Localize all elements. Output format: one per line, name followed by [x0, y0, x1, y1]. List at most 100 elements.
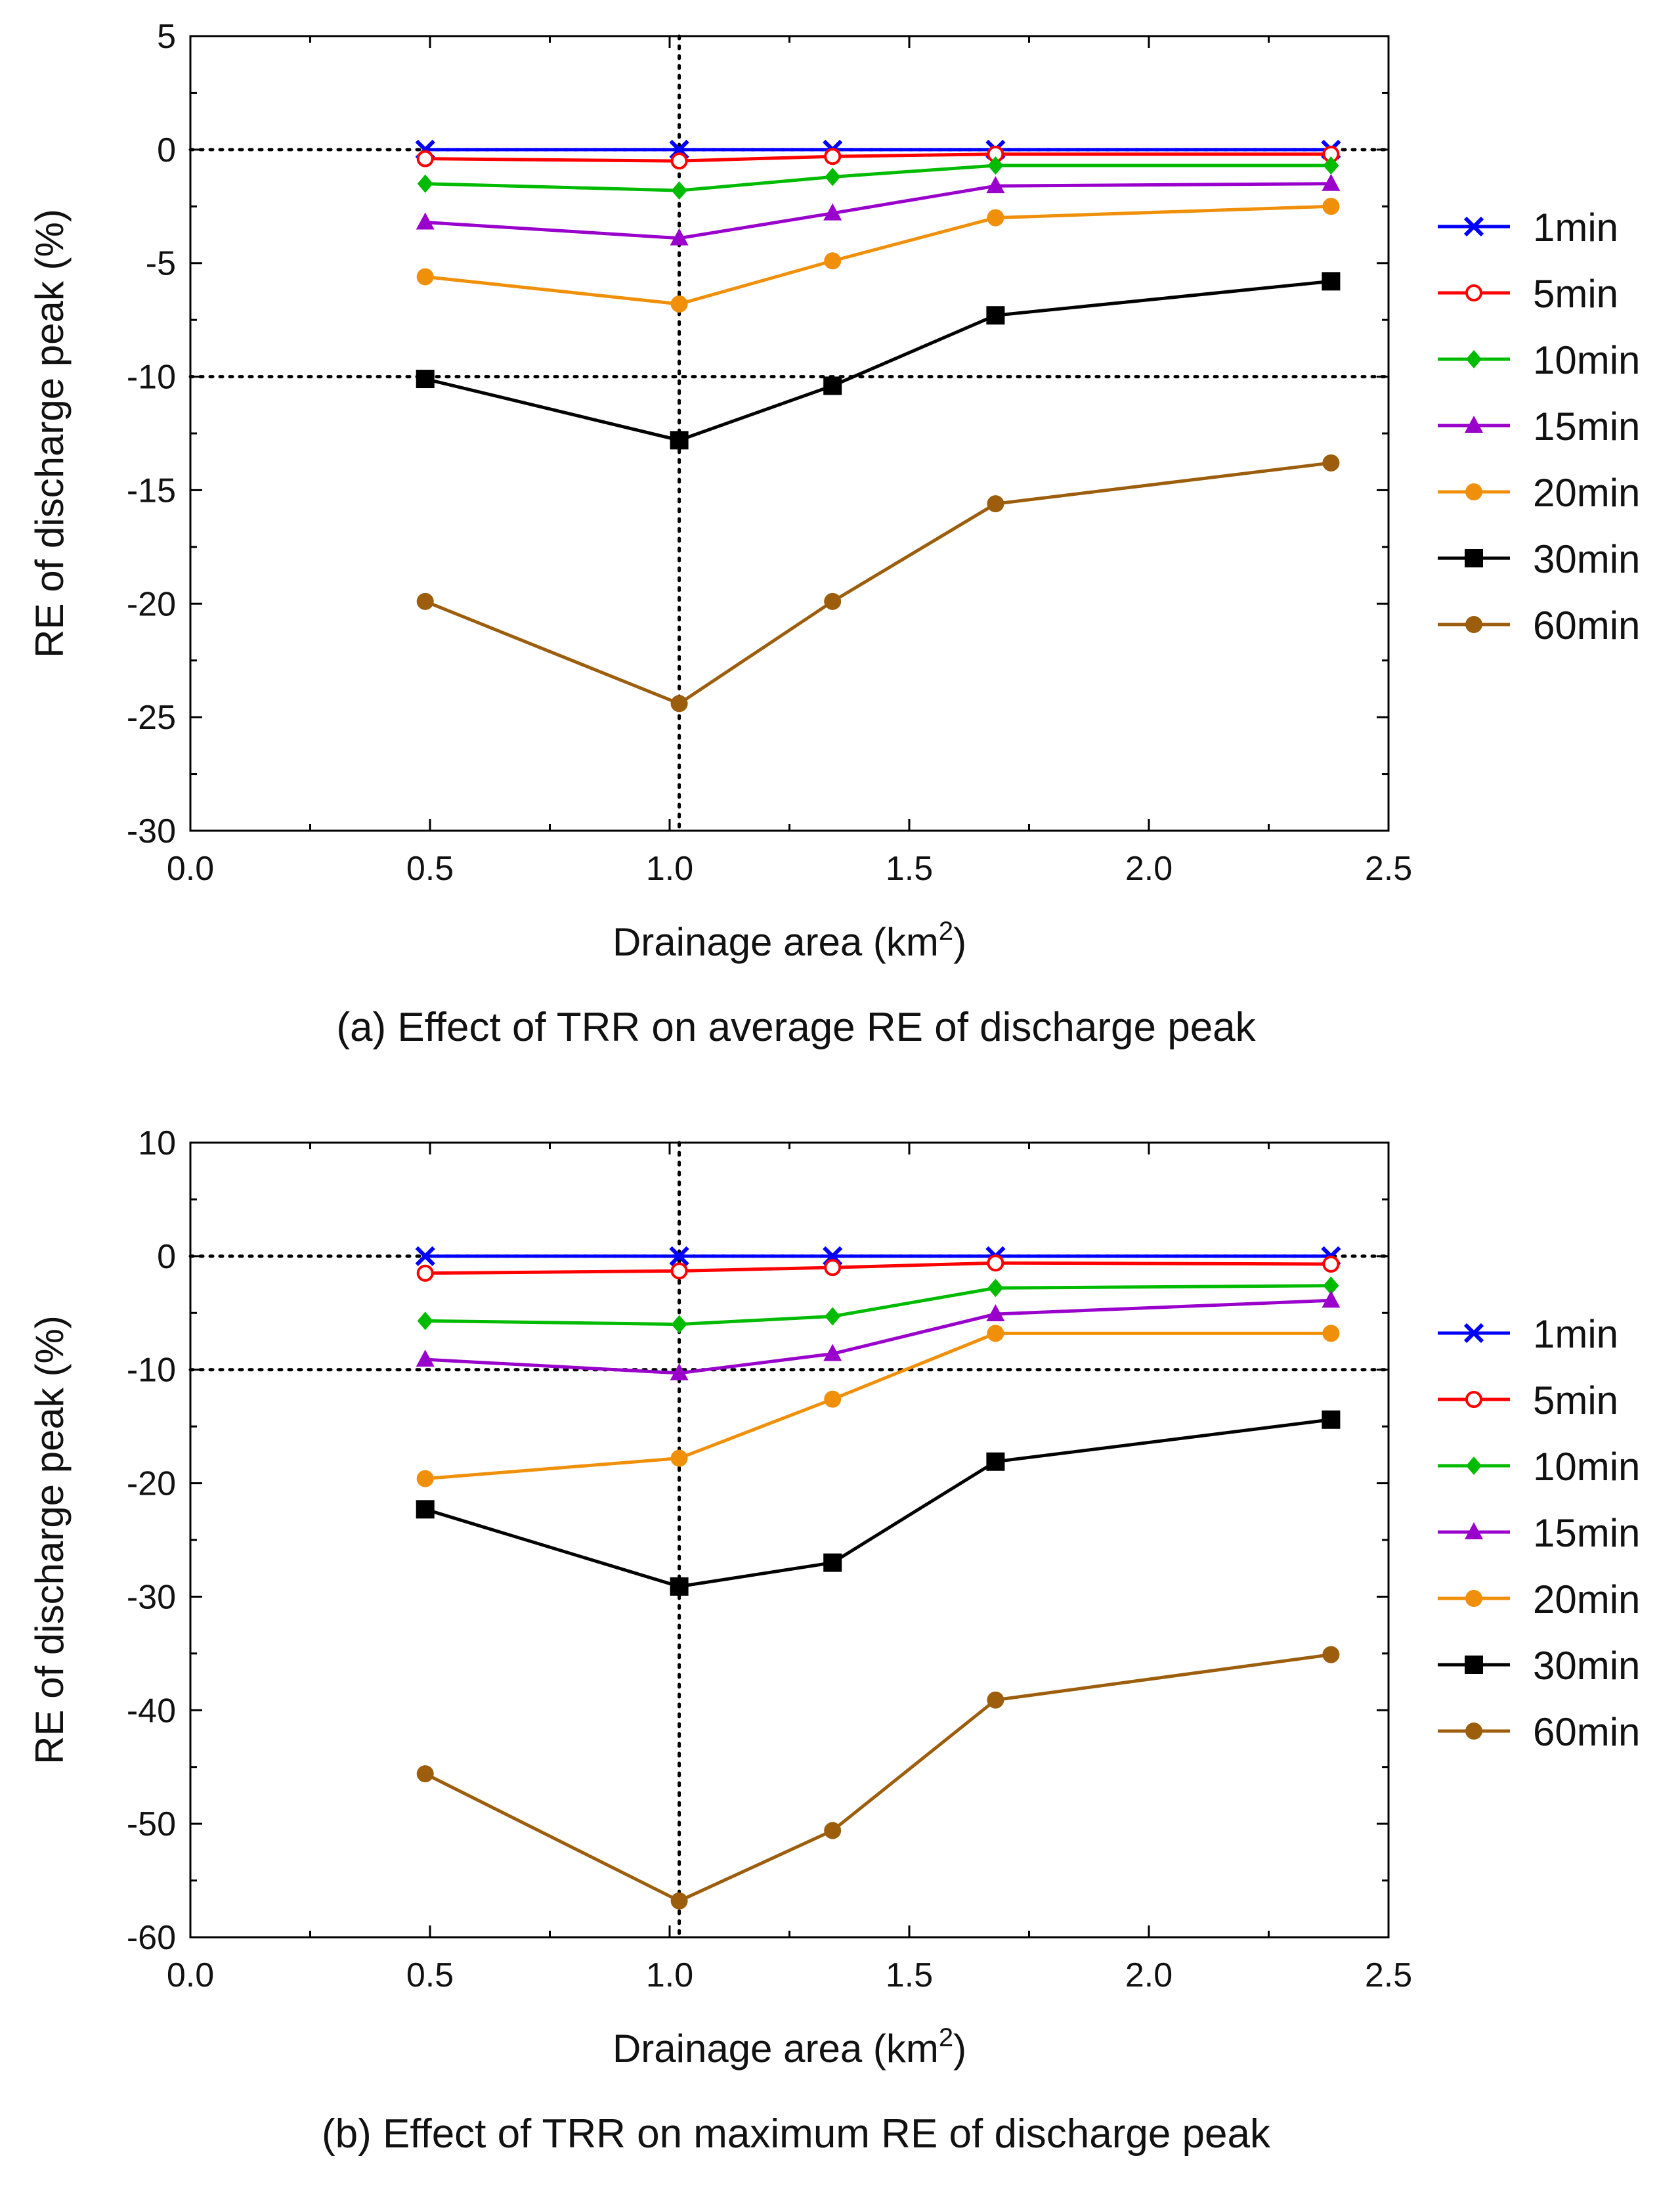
y-tick-label: -10	[127, 359, 176, 397]
legend-marker	[1465, 1656, 1483, 1674]
series-60min	[416, 454, 1340, 713]
data-point	[1322, 1410, 1341, 1429]
x-axis-label-main: Drainage area (km	[613, 920, 939, 964]
y-tick-label: 10	[138, 1124, 176, 1162]
data-point	[1322, 198, 1340, 215]
series-line	[424, 1418, 1331, 1589]
series-30min	[416, 1410, 1341, 1596]
legend-label: 60min	[1533, 604, 1640, 648]
legend-marker	[1465, 616, 1482, 633]
data-point	[824, 1259, 842, 1277]
legend-marker	[1465, 416, 1483, 433]
data-point	[670, 228, 689, 246]
legend-marker	[1463, 1323, 1484, 1344]
data-point	[670, 295, 688, 313]
data-point	[1323, 1276, 1339, 1295]
data-point	[670, 152, 688, 170]
data-point	[986, 1304, 1005, 1322]
data-point	[416, 150, 434, 167]
legend-item-15min: 15min	[1438, 405, 1640, 449]
data-point	[987, 1279, 1004, 1298]
legend-item-1min: 1min	[1438, 206, 1618, 250]
x-tick-label: 0.0	[167, 1956, 214, 1994]
data-point	[416, 1765, 434, 1783]
legend-marker	[1465, 1391, 1482, 1408]
data-point	[416, 592, 434, 610]
x-tick-label: 0.0	[167, 850, 214, 888]
data-point	[823, 1553, 842, 1572]
legend-marker	[1463, 216, 1484, 237]
legend: 1min 5min 10min 15min 20min 30min 60min	[1438, 1312, 1640, 1754]
data-point	[670, 1363, 689, 1380]
x-axis-label-main: Drainage area (km	[613, 2027, 939, 2071]
x-tick-label: 1.5	[886, 850, 933, 888]
x-tick-label: 2.0	[1125, 850, 1173, 888]
data-point	[416, 212, 435, 230]
x-tick-label: 0.5	[406, 1956, 454, 1994]
y-tick-label: 0	[157, 1238, 176, 1276]
legend-marker	[1465, 1522, 1483, 1539]
legend-item-5min: 5min	[1438, 272, 1618, 316]
data-point	[1322, 272, 1341, 291]
series-line	[425, 279, 1331, 442]
y-tick-label: -20	[127, 1465, 176, 1503]
y-tick-label: -15	[127, 472, 176, 510]
data-point	[823, 376, 842, 395]
plot-frame	[189, 1141, 1390, 1939]
y-tick-label: -25	[127, 699, 176, 737]
data-point	[824, 1822, 842, 1839]
series-20min	[416, 198, 1340, 313]
y-tick-label: -30	[127, 812, 176, 850]
y-tick-label: -5	[146, 245, 176, 283]
legend-label: 30min	[1533, 537, 1640, 581]
legend-item-5min: 5min	[1438, 1378, 1618, 1422]
legend-label: 1min	[1533, 1312, 1618, 1356]
data-point	[823, 203, 842, 221]
data-point	[987, 156, 1004, 175]
data-point	[670, 1449, 688, 1467]
legend-label: 10min	[1533, 1445, 1640, 1489]
legend-label: 15min	[1533, 1511, 1640, 1555]
chart-panel-b: 0.0 0.5 1.0 1.5 2.0 2.5 -60 -50 -40 -30 -20 -10 0 10 D…	[28, 1124, 1641, 2157]
data-point	[824, 592, 842, 610]
data-point	[671, 1315, 687, 1334]
series-60min	[416, 1646, 1340, 1910]
y-tick-label: -50	[127, 1805, 176, 1843]
data-point	[416, 1500, 435, 1519]
data-point	[824, 252, 842, 270]
data-point	[987, 495, 1004, 513]
legend-item-20min: 20min	[1438, 1577, 1640, 1621]
y-tick-label: -30	[127, 1578, 176, 1616]
data-point	[416, 268, 434, 286]
x-tick-label: 2.0	[1125, 1956, 1173, 1994]
legend-label: 20min	[1533, 471, 1640, 515]
legend-item-10min: 10min	[1438, 338, 1640, 382]
data-point	[1323, 156, 1339, 175]
x-axis-label-superscript: 2	[939, 2023, 953, 2052]
data-point	[825, 167, 841, 187]
chart-panel-a: 0.0 0.5 1.0 1.5 2.0 2.5 -30 -25 -20 -15 -10 -5 0 5 Dra…	[28, 18, 1641, 1050]
legend-label: 5min	[1533, 1378, 1618, 1422]
legend-item-20min: 20min	[1438, 471, 1640, 515]
series-15min	[416, 1290, 1341, 1380]
series-10min	[417, 156, 1339, 200]
x-axis-label-end: )	[953, 920, 966, 964]
legend-marker	[1466, 350, 1482, 368]
y-tick-label: -40	[127, 1692, 176, 1730]
data-point	[416, 1350, 435, 1367]
y-tick-label: -60	[127, 1919, 176, 1957]
data-point	[823, 1344, 842, 1361]
chart-caption: (b) Effect of TRR on maximum RE of disch…	[322, 2111, 1271, 2157]
y-tick-label: 5	[157, 18, 176, 56]
legend-marker	[1465, 284, 1482, 301]
series-line	[425, 1261, 1331, 1275]
data-point	[670, 1892, 688, 1910]
data-point	[1322, 1646, 1340, 1663]
legend-item-30min: 30min	[1438, 1644, 1640, 1688]
data-point	[670, 1577, 689, 1596]
y-tick-label: -20	[127, 585, 176, 623]
data-point	[417, 1311, 433, 1330]
data-point	[824, 148, 842, 165]
x-axis-label-end: )	[953, 2027, 966, 2071]
data-point	[670, 695, 688, 713]
